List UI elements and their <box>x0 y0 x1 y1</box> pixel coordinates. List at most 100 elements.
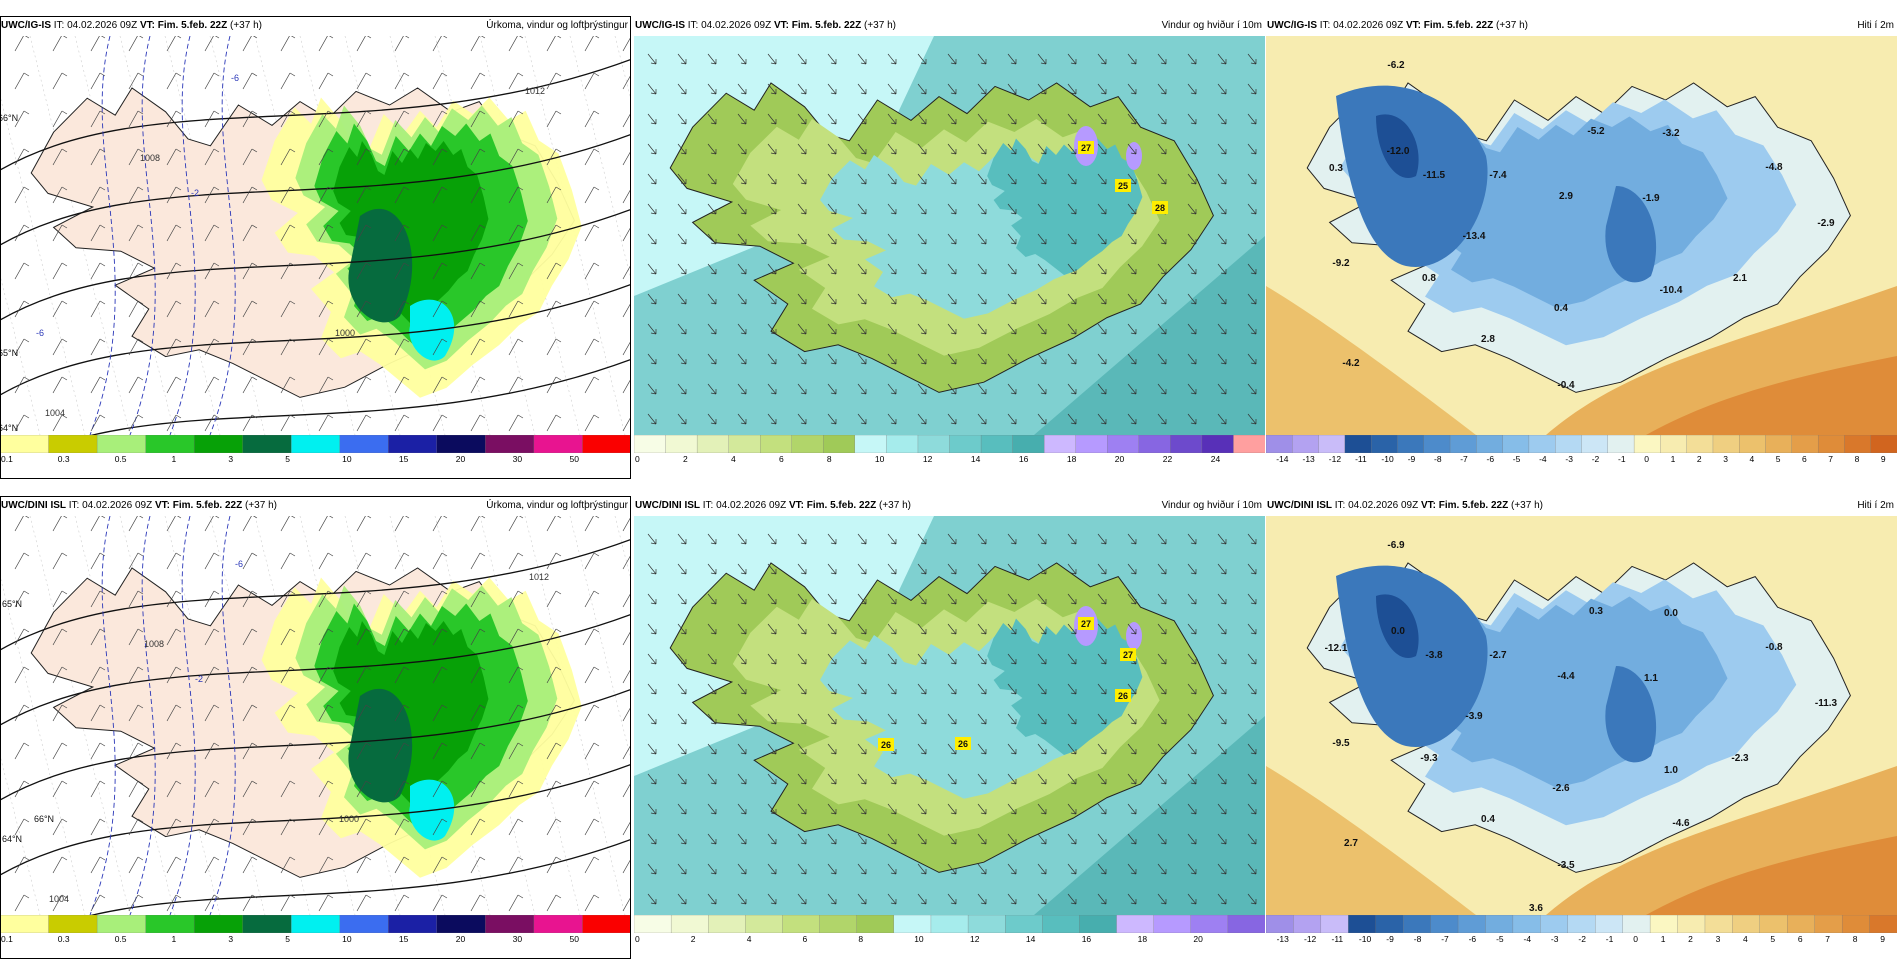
wind-barb <box>432 704 448 722</box>
wind-arrow <box>1007 143 1017 155</box>
colorbar-swatch <box>533 915 584 933</box>
wind-barb <box>432 262 448 280</box>
colorbar-tick-label: 12 <box>970 934 980 944</box>
wind-barb <box>166 666 182 684</box>
colorbar-swatch <box>856 915 895 933</box>
wind-barb <box>204 300 220 318</box>
wind-arrow <box>797 203 807 215</box>
colorbar-tick-label: 2 <box>683 454 688 464</box>
colorbar-swatch <box>1870 435 1897 453</box>
wind-arrow <box>1247 623 1257 635</box>
wind-arrow <box>1127 203 1137 215</box>
gust-area <box>1126 142 1142 170</box>
wind-arrow <box>827 683 837 695</box>
wind-barb <box>546 894 562 912</box>
wind-arrow <box>707 683 717 695</box>
colorbar-tick-label: 15 <box>398 934 409 944</box>
panel-title: Hiti í 2m <box>1857 500 1894 511</box>
wind-arrow <box>647 563 657 575</box>
colorbar-swatch <box>1201 435 1235 453</box>
wind-arrow <box>647 83 657 95</box>
wind-barb <box>584 338 600 356</box>
wind-arrow <box>1127 593 1137 605</box>
wind-barb <box>14 376 30 394</box>
wind-arrow <box>1097 743 1107 755</box>
colorbar-swatch <box>1042 915 1081 933</box>
wind-arrow <box>917 743 927 755</box>
wind-barb <box>242 552 258 570</box>
wind-arrow <box>857 833 867 845</box>
wind-barb <box>546 780 562 798</box>
wind-arrow <box>887 533 897 545</box>
wind-barb <box>280 36 296 52</box>
wind-barb <box>394 666 410 684</box>
wind-barb <box>242 110 258 128</box>
colorbar-swatch <box>1485 915 1514 933</box>
wind-arrow <box>857 713 867 725</box>
wind-arrow <box>1187 653 1197 665</box>
colorbar-tick-label: -13 <box>1276 934 1289 944</box>
wind-barb <box>318 72 334 90</box>
colorbar-tick-label: -7 <box>1460 454 1468 464</box>
wind-arrow <box>1007 653 1017 665</box>
it-label: IT: <box>1319 20 1331 31</box>
contour-map-label: 1000 <box>339 814 359 824</box>
wind-arrow <box>857 533 867 545</box>
wind-arrow <box>1007 83 1017 95</box>
wind-arrow <box>647 173 657 185</box>
colorbar-tick-label: 8 <box>858 934 864 944</box>
wind-barb <box>508 818 524 836</box>
wind-arrow <box>947 83 957 95</box>
temp-map-label: 0.3 <box>1589 606 1603 617</box>
wind-arrow <box>1217 623 1227 635</box>
colorbar-swatch <box>708 915 747 933</box>
wind-arrow <box>857 173 867 185</box>
wind-arrow <box>707 203 717 215</box>
wind-barb <box>470 36 486 52</box>
vt-label: VT: <box>1405 20 1421 31</box>
wind-arrow <box>1157 293 1167 305</box>
wind-barb <box>90 818 106 836</box>
it-label: IT: <box>68 500 80 511</box>
colorbar-tick-label: 5 <box>285 934 290 944</box>
wind-arrow <box>767 563 777 575</box>
wind-arrow <box>677 893 687 905</box>
colorbar-swatch <box>436 435 487 453</box>
wind-barb <box>584 36 600 52</box>
wind-arrow <box>1217 743 1227 755</box>
wind-arrow <box>707 893 717 905</box>
lat-map-label: 64°N <box>2 834 22 844</box>
wind-barb <box>90 186 106 204</box>
colorbar <box>1266 435 1897 453</box>
wind-barb <box>280 742 296 760</box>
wind-barb <box>470 414 486 432</box>
wind-arrow <box>677 653 687 665</box>
vt-value: Fim. 5.feb. 22Z <box>1423 20 1494 31</box>
wind-barb <box>90 338 106 356</box>
wind-arrow <box>977 383 987 395</box>
wind-arrow <box>797 263 807 275</box>
colorbar-svg <box>1266 435 1897 453</box>
wind-arrow <box>1157 743 1167 755</box>
wind-arrow <box>1067 563 1077 575</box>
wind-arrow <box>977 623 987 635</box>
wind-arrow <box>1157 593 1167 605</box>
wind-arrow <box>977 683 987 695</box>
wind-arrow <box>827 533 837 545</box>
wind-barb <box>356 516 372 532</box>
temp-map-label: -2.6 <box>1552 783 1570 794</box>
wind-arrow <box>737 893 747 905</box>
wind-arrow <box>1097 713 1107 725</box>
wind-arrow <box>797 743 807 755</box>
colorbar-tick-label: 0.5 <box>114 454 127 464</box>
wind-barb <box>394 742 410 760</box>
wind-barb <box>356 414 372 432</box>
wind-arrow <box>767 323 777 335</box>
contour-map-label: 1004 <box>49 894 69 904</box>
wind-arrow <box>1097 263 1107 275</box>
wind-barb <box>52 36 68 52</box>
isotherm-dashed <box>89 516 116 915</box>
colorbar-swatch <box>1512 915 1541 933</box>
wind-arrow <box>857 683 867 695</box>
wind-arrow <box>827 113 837 125</box>
